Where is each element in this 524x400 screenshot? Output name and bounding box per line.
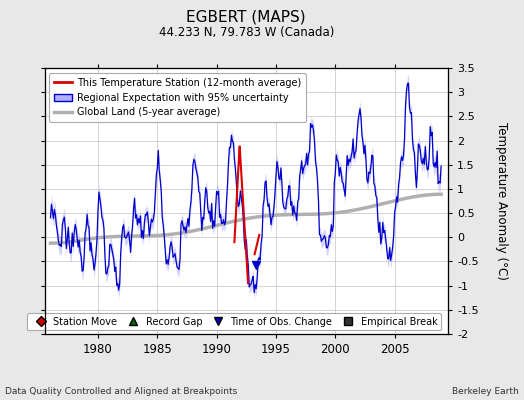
Legend: Station Move, Record Gap, Time of Obs. Change, Empirical Break: Station Move, Record Gap, Time of Obs. C… <box>27 313 441 330</box>
Text: Data Quality Controlled and Aligned at Breakpoints: Data Quality Controlled and Aligned at B… <box>5 387 237 396</box>
Y-axis label: Temperature Anomaly (°C): Temperature Anomaly (°C) <box>495 122 508 280</box>
Text: EGBERT (MAPS): EGBERT (MAPS) <box>187 10 306 25</box>
Text: 44.233 N, 79.783 W (Canada): 44.233 N, 79.783 W (Canada) <box>159 26 334 39</box>
Text: Berkeley Earth: Berkeley Earth <box>452 387 519 396</box>
